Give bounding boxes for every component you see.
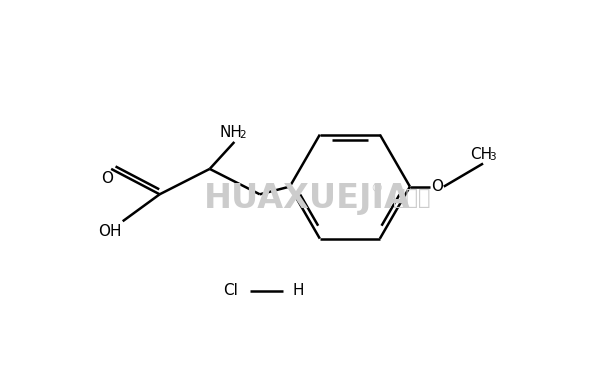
Text: CH: CH (470, 147, 493, 162)
Text: NH: NH (220, 125, 243, 141)
Text: O: O (431, 179, 443, 194)
Text: HUAXUEJIA: HUAXUEJIA (204, 182, 411, 215)
Text: 3: 3 (489, 152, 496, 162)
Text: Cl: Cl (223, 283, 238, 298)
Text: ®: ® (371, 183, 383, 195)
Text: OH: OH (98, 224, 121, 238)
Text: 化学加: 化学加 (392, 188, 430, 208)
Text: H: H (292, 283, 304, 298)
Text: 2: 2 (240, 130, 247, 141)
Text: O: O (101, 171, 113, 186)
